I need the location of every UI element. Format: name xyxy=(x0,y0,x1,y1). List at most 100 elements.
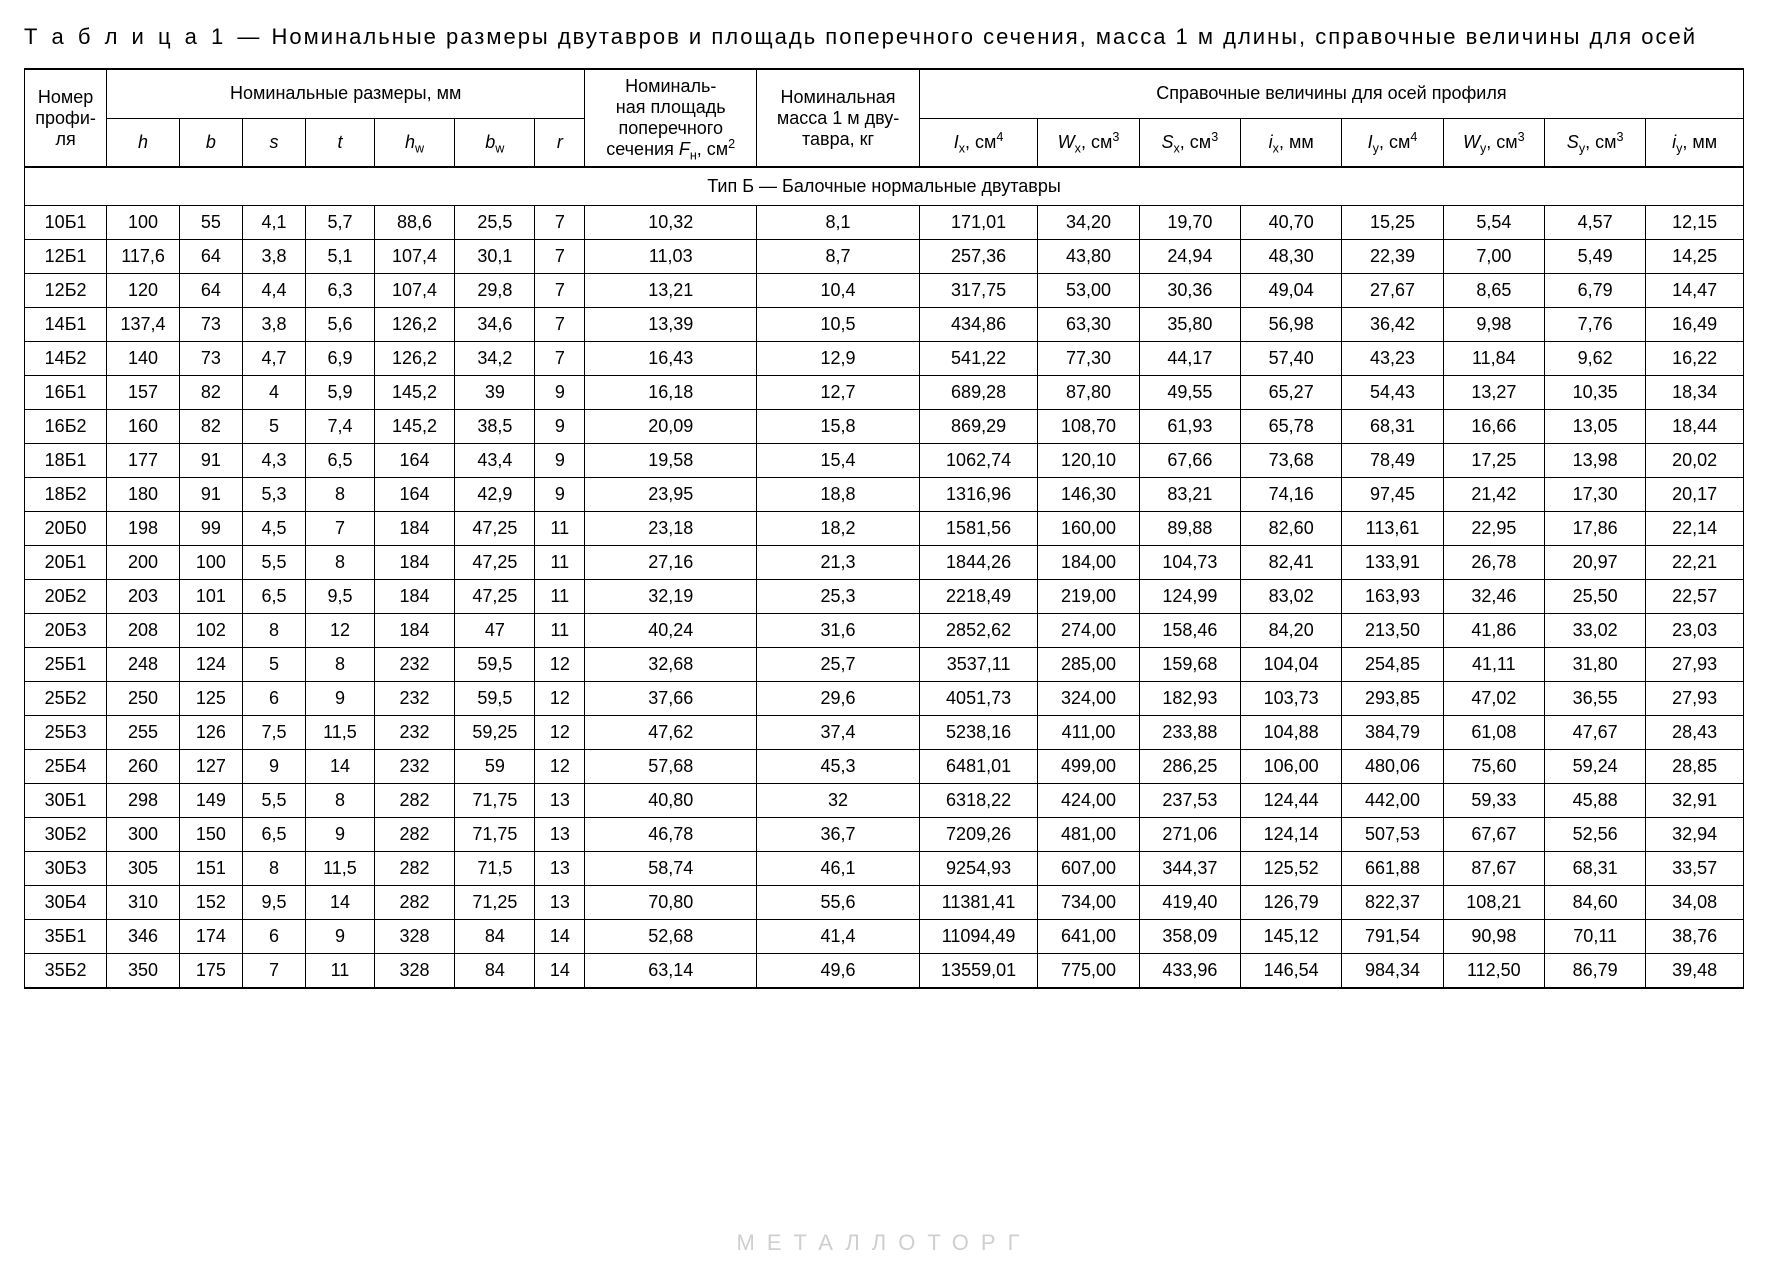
hdr-s: s xyxy=(242,118,305,167)
cell-hw: 88,6 xyxy=(374,206,454,240)
cell-iymm: 23,03 xyxy=(1646,614,1744,648)
cell-bw: 59 xyxy=(455,750,535,784)
cell-h: 180 xyxy=(107,478,180,512)
cell-iymm: 16,49 xyxy=(1646,308,1744,342)
cell-Wy: 59,33 xyxy=(1443,784,1544,818)
cell-h: 260 xyxy=(107,750,180,784)
cell-r: 7 xyxy=(535,240,585,274)
cell-Sy: 13,05 xyxy=(1545,410,1646,444)
cell-r: 9 xyxy=(535,410,585,444)
cell-hw: 184 xyxy=(374,614,454,648)
cell-Fn: 11,03 xyxy=(585,240,757,274)
cell-Sy: 7,76 xyxy=(1545,308,1646,342)
cell-profile: 14Б1 xyxy=(25,308,107,342)
cell-h: 250 xyxy=(107,682,180,716)
table-row: 20Б12001005,5818447,251127,1621,31844,26… xyxy=(25,546,1744,580)
cell-Fn: 40,24 xyxy=(585,614,757,648)
cell-Ix: 11381,41 xyxy=(919,886,1038,920)
section-label: Тип Б — Балочные нормальные двутавры xyxy=(25,167,1744,206)
cell-s: 4,4 xyxy=(242,274,305,308)
cell-profile: 30Б1 xyxy=(25,784,107,818)
cell-h: 120 xyxy=(107,274,180,308)
cell-t: 14 xyxy=(306,886,375,920)
cell-Iy: 442,00 xyxy=(1342,784,1443,818)
cell-hw: 145,2 xyxy=(374,410,454,444)
cell-t: 9 xyxy=(306,920,375,954)
cell-b: 101 xyxy=(179,580,242,614)
cell-h: 305 xyxy=(107,852,180,886)
cell-ixmm: 124,14 xyxy=(1241,818,1342,852)
cell-iymm: 32,94 xyxy=(1646,818,1744,852)
cell-b: 174 xyxy=(179,920,242,954)
cell-Iy: 480,06 xyxy=(1342,750,1443,784)
hdr-ixmm: ix, мм xyxy=(1241,118,1342,167)
cell-iymm: 14,25 xyxy=(1646,240,1744,274)
cell-s: 4 xyxy=(242,376,305,410)
cell-iymm: 12,15 xyxy=(1646,206,1744,240)
cell-Wy: 9,98 xyxy=(1443,308,1544,342)
cell-t: 6,5 xyxy=(306,444,375,478)
cell-Fn: 32,68 xyxy=(585,648,757,682)
cell-s: 5,5 xyxy=(242,784,305,818)
cell-ixmm: 84,20 xyxy=(1241,614,1342,648)
table-row: 18Б2180915,3816442,9923,9518,81316,96146… xyxy=(25,478,1744,512)
table-row: 16Б11578245,9145,239916,1812,7689,2887,8… xyxy=(25,376,1744,410)
cell-bw: 47,25 xyxy=(455,580,535,614)
hdr-ref-values: Справочные величины для осей профиля xyxy=(919,69,1743,118)
cell-iymm: 27,93 xyxy=(1646,682,1744,716)
hdr-nominal-dims: Номинальные размеры, мм xyxy=(107,69,585,118)
cell-bw: 59,5 xyxy=(455,648,535,682)
cell-profile: 35Б1 xyxy=(25,920,107,954)
cell-h: 100 xyxy=(107,206,180,240)
cell-b: 151 xyxy=(179,852,242,886)
cell-s: 8 xyxy=(242,614,305,648)
cell-iymm: 22,21 xyxy=(1646,546,1744,580)
cell-mass: 8,1 xyxy=(757,206,920,240)
cell-hw: 232 xyxy=(374,716,454,750)
cell-profile: 12Б2 xyxy=(25,274,107,308)
cell-Sy: 68,31 xyxy=(1545,852,1646,886)
cell-Sx: 104,73 xyxy=(1139,546,1240,580)
cell-b: 99 xyxy=(179,512,242,546)
cell-s: 6,5 xyxy=(242,818,305,852)
cell-Sx: 159,68 xyxy=(1139,648,1240,682)
cell-Wy: 87,67 xyxy=(1443,852,1544,886)
cell-mass: 45,3 xyxy=(757,750,920,784)
cell-Wy: 8,65 xyxy=(1443,274,1544,308)
cell-ixmm: 48,30 xyxy=(1241,240,1342,274)
cell-Sx: 158,46 xyxy=(1139,614,1240,648)
cell-Fn: 20,09 xyxy=(585,410,757,444)
cell-Fn: 23,18 xyxy=(585,512,757,546)
cell-bw: 39 xyxy=(455,376,535,410)
cell-Wx: 324,00 xyxy=(1038,682,1139,716)
cell-bw: 42,9 xyxy=(455,478,535,512)
cell-mass: 31,6 xyxy=(757,614,920,648)
cell-Iy: 791,54 xyxy=(1342,920,1443,954)
cell-Ix: 6481,01 xyxy=(919,750,1038,784)
table-row: 25Б22501256923259,51237,6629,64051,73324… xyxy=(25,682,1744,716)
cell-b: 73 xyxy=(179,308,242,342)
cell-Sx: 124,99 xyxy=(1139,580,1240,614)
cell-Ix: 1316,96 xyxy=(919,478,1038,512)
cell-Fn: 13,21 xyxy=(585,274,757,308)
table-row: 16Б21608257,4145,238,5920,0915,8869,2910… xyxy=(25,410,1744,444)
cell-Sx: 182,93 xyxy=(1139,682,1240,716)
cell-r: 11 xyxy=(535,614,585,648)
cell-Fn: 23,95 xyxy=(585,478,757,512)
cell-t: 9 xyxy=(306,682,375,716)
cell-Sx: 286,25 xyxy=(1139,750,1240,784)
cell-bw: 29,8 xyxy=(455,274,535,308)
cell-t: 9,5 xyxy=(306,580,375,614)
hdr-Wy: Wy, см3 xyxy=(1443,118,1544,167)
cell-hw: 164 xyxy=(374,444,454,478)
table-row: 25Б32551267,511,523259,251247,6237,45238… xyxy=(25,716,1744,750)
cell-Sy: 45,88 xyxy=(1545,784,1646,818)
cell-h: 298 xyxy=(107,784,180,818)
cell-Ix: 1844,26 xyxy=(919,546,1038,580)
cell-profile: 25Б2 xyxy=(25,682,107,716)
cell-h: 203 xyxy=(107,580,180,614)
cell-s: 6,5 xyxy=(242,580,305,614)
table-title: Т а б л и ц а 1 — Номинальные размеры дв… xyxy=(24,24,1744,50)
cell-s: 7 xyxy=(242,954,305,989)
cell-iymm: 22,14 xyxy=(1646,512,1744,546)
